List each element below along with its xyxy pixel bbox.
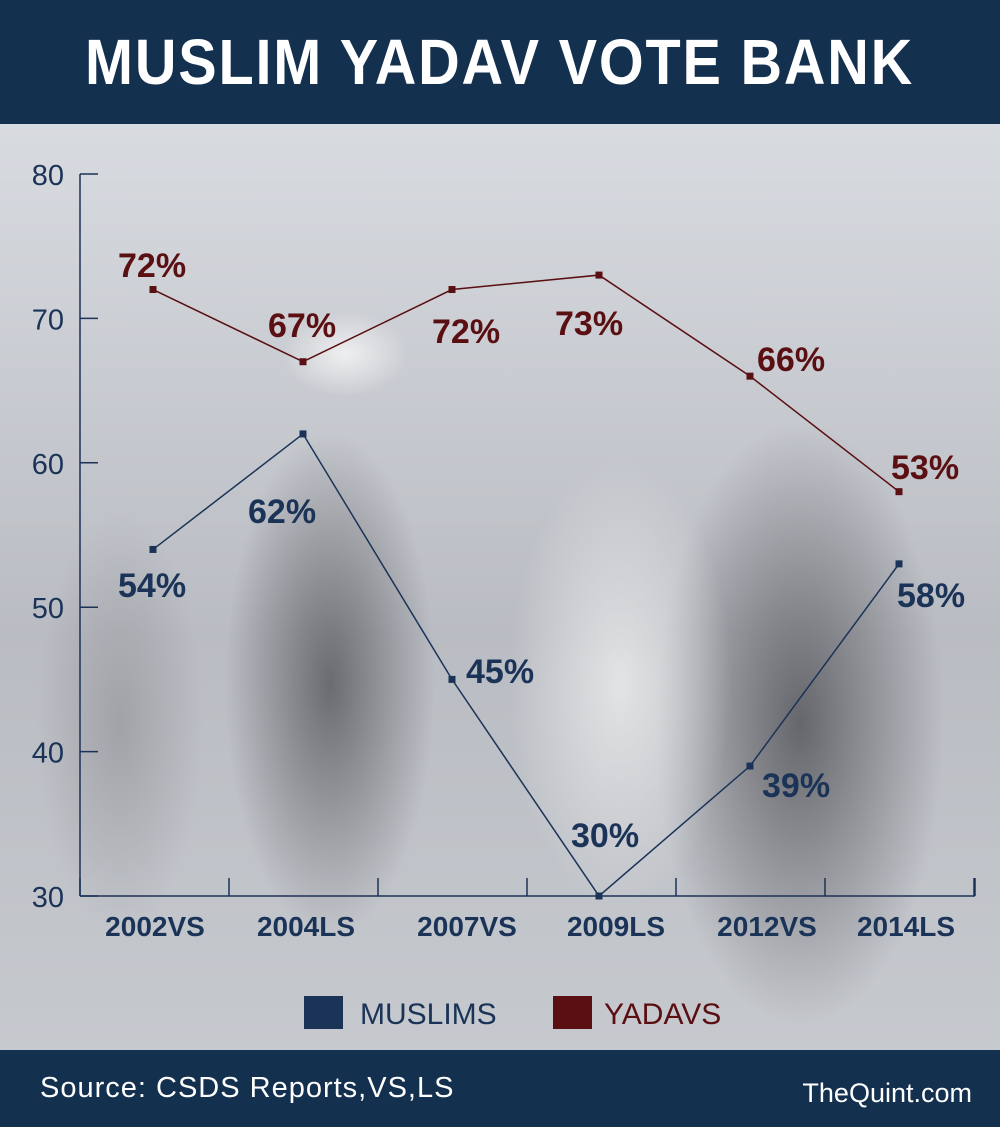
data-point-muslims (746, 762, 754, 770)
y-tick-label: 70 (32, 304, 64, 336)
x-category-label: 2007VS (417, 911, 517, 942)
data-label-yadavs: 67% (268, 307, 336, 345)
chart-title: MUSLIM YADAV VOTE BANK (85, 26, 915, 98)
publisher-credit: TheQuint.com (802, 1078, 972, 1108)
data-label-muslims: 30% (571, 817, 639, 855)
data-label-muslims: 45% (466, 653, 534, 691)
source-note: Source: CSDS Reports,VS,LS (40, 1072, 455, 1104)
data-label-yadavs: 73% (555, 305, 623, 343)
footer-bar: Source: CSDS Reports,VS,LS TheQuint.com (0, 1050, 1000, 1127)
data-label-yadavs: 53% (891, 449, 959, 487)
data-label-yadavs: 72% (118, 247, 186, 285)
x-category-label: 2014LS (857, 911, 955, 942)
data-point-yadavs (895, 488, 903, 496)
data-label-muslims: 54% (118, 567, 186, 605)
data-labels: 54% 62% 45% 30% 39% 58% 72% 67% 72% 73% 66% 53% (118, 247, 965, 855)
x-category-label: 2002VS (105, 911, 205, 942)
data-label-muslims: 39% (762, 767, 830, 805)
axes: 30 40 50 60 70 80 2002VS 2004LS 2007VS 2009LS 2012… (32, 160, 976, 942)
data-label-muslims: 58% (897, 577, 965, 615)
y-tick-label: 50 (32, 593, 64, 625)
data-label-muslims: 62% (248, 493, 316, 531)
x-category-label: 2004LS (257, 911, 355, 942)
y-tick-label: 40 (32, 738, 64, 770)
data-point-yadavs (448, 286, 456, 294)
legend: MUSLIMS YADAVS (304, 996, 721, 1031)
y-tick-label: 80 (32, 160, 64, 192)
data-point-muslims (149, 545, 157, 553)
data-label-yadavs: 66% (757, 341, 825, 379)
header-bar: MUSLIM YADAV VOTE BANK (0, 0, 1000, 124)
x-category-label: 2009LS (567, 911, 665, 942)
data-point-yadavs (149, 286, 157, 294)
data-label-yadavs: 72% (432, 313, 500, 351)
legend-swatch-yadavs (553, 996, 592, 1029)
data-point-yadavs (299, 358, 307, 366)
legend-label-yadavs: YADAVS (604, 998, 721, 1031)
data-point-muslims (448, 675, 456, 683)
series-line-muslims (152, 432, 900, 898)
series-line-yadavs (152, 274, 900, 493)
y-tick-label: 30 (32, 882, 64, 914)
data-point-yadavs (746, 372, 754, 380)
data-point-yadavs (595, 271, 603, 279)
x-category-label: 2012VS (717, 911, 817, 942)
y-tick-label: 60 (32, 449, 64, 481)
line-chart: 30 40 50 60 70 80 2002VS 2004LS 2007VS 2009LS 2012… (32, 160, 976, 1031)
data-point-muslims (895, 560, 903, 568)
legend-swatch-muslims (304, 996, 343, 1029)
data-point-muslims (299, 430, 307, 438)
series-lines (149, 271, 903, 900)
data-point-muslims (595, 892, 603, 900)
legend-label-muslims: MUSLIMS (360, 998, 497, 1031)
